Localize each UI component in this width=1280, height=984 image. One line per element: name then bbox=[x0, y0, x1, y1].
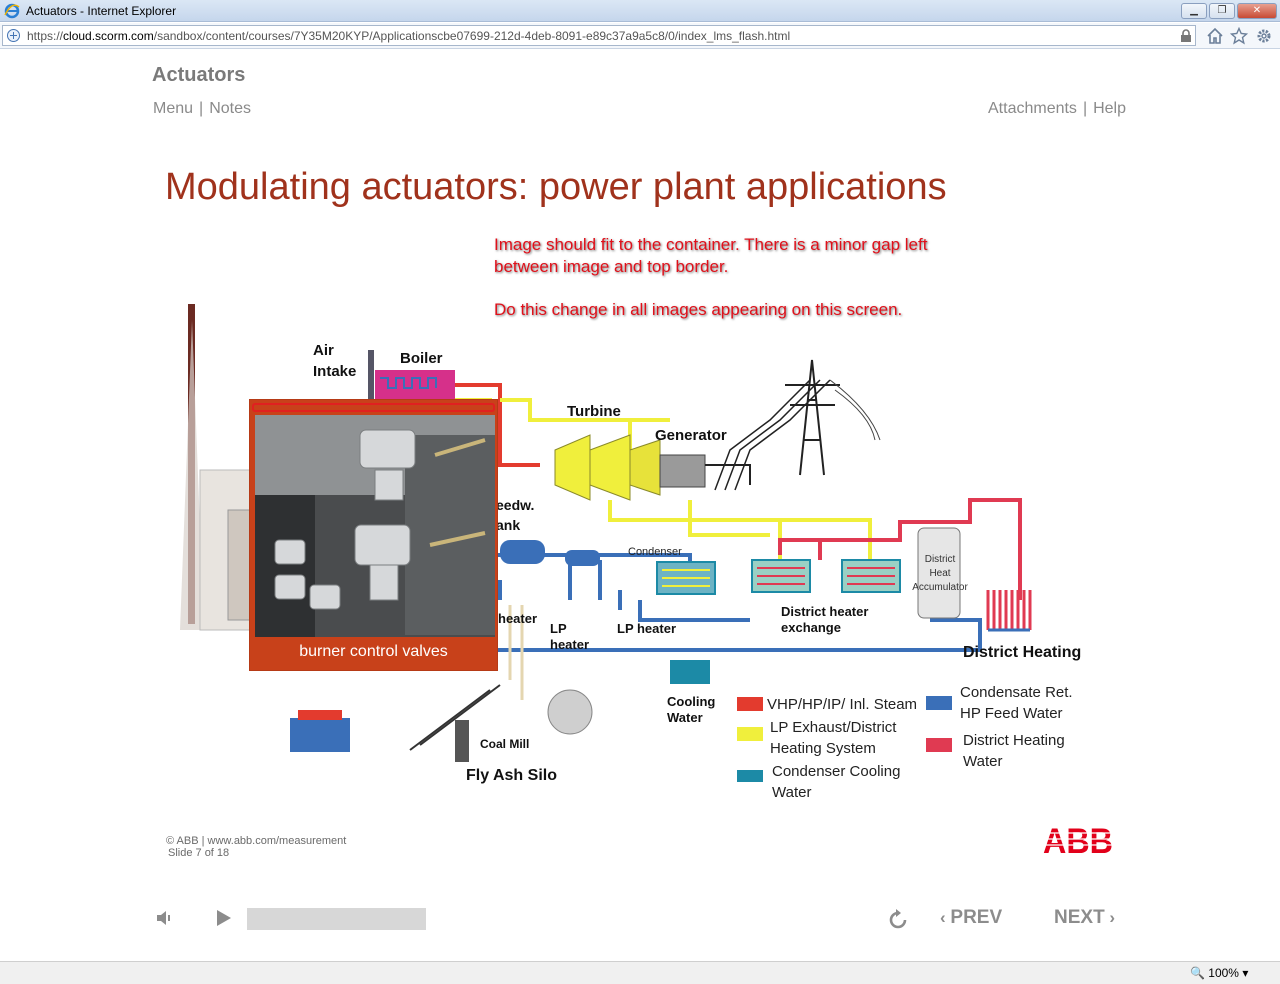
settings-gear-icon[interactable] bbox=[1255, 27, 1273, 45]
label-feedw-tank: eedw. bbox=[496, 497, 534, 513]
legend-label-cooling: Water bbox=[772, 784, 811, 800]
prev-button[interactable]: ‹ PREV bbox=[940, 907, 1003, 928]
label-feedw-tank: ank bbox=[496, 517, 520, 533]
label-cooling-water: Water bbox=[667, 710, 703, 725]
label-coal-mill: Coal Mill bbox=[480, 737, 529, 751]
legend-label-condensate: Condensate Ret. bbox=[960, 684, 1073, 701]
legend-label-condensate: HP Feed Water bbox=[960, 705, 1063, 722]
fly-ash-silo-shape bbox=[455, 720, 469, 762]
next-button[interactable]: NEXT › bbox=[1054, 907, 1116, 928]
feed-water-line bbox=[490, 553, 750, 622]
top-nav-left: Menu | Notes bbox=[153, 100, 251, 118]
slide-title: Modulating actuators: power plant applic… bbox=[165, 166, 947, 208]
label-air-intake: Air bbox=[313, 342, 334, 359]
legend-label-lp-exhaust: LP Exhaust/District bbox=[770, 719, 897, 736]
review-note: Image should fit to the container. There… bbox=[494, 234, 934, 342]
conveyor bbox=[409, 684, 501, 751]
label-lp-heater-2: LP heater bbox=[617, 621, 676, 636]
url-field[interactable]: https://cloud.scorm.com/sandbox/content/… bbox=[2, 25, 1196, 46]
lock-icon[interactable] bbox=[1179, 29, 1193, 43]
district-heat-accumulator bbox=[917, 527, 961, 619]
menu-link[interactable]: Menu bbox=[153, 100, 194, 117]
attachments-link[interactable]: Attachments bbox=[988, 100, 1077, 117]
label-fly-ash-silo: Fly Ash Silo bbox=[466, 767, 557, 784]
legend-swatch-steam bbox=[737, 697, 763, 711]
minimize-button[interactable]: ▁ bbox=[1181, 3, 1207, 19]
copyright-text: © ABB | www.abb.com/measurement bbox=[166, 835, 347, 847]
gap-highlight-box bbox=[252, 403, 495, 412]
favorites-star-icon[interactable] bbox=[1230, 27, 1248, 45]
label-generator: Generator bbox=[655, 427, 727, 444]
label-district-heater-exchange: District heater bbox=[781, 604, 868, 619]
label-district-heat-accumulator: Accumulator bbox=[912, 582, 968, 593]
review-note-line: Do this change in all images appearing o… bbox=[494, 300, 903, 319]
legend-label-lp-exhaust: Heating System bbox=[770, 740, 876, 757]
notes-link[interactable]: Notes bbox=[209, 100, 251, 117]
label-heater: heater bbox=[498, 611, 537, 626]
feedwater-tank bbox=[500, 540, 545, 564]
power-plant-diagram: Air Intake Boiler Turbine Generator eedw… bbox=[180, 304, 1081, 800]
burner-valves-photo bbox=[255, 415, 495, 637]
replay-icon[interactable] bbox=[886, 908, 910, 932]
label-district-heating: District Heating bbox=[963, 644, 1081, 661]
help-link[interactable]: Help bbox=[1093, 100, 1126, 117]
legend: VHP/HP/IP/ Inl. Steam LP Exhaust/Distric… bbox=[737, 684, 1073, 800]
home-icon[interactable] bbox=[1206, 27, 1224, 45]
slide-counter: Slide 7 of 18 bbox=[168, 847, 230, 859]
label-boiler: Boiler bbox=[400, 350, 443, 367]
legend-swatch-lp-exhaust bbox=[737, 727, 763, 741]
chimney-flare bbox=[180, 320, 204, 630]
legend-swatch-condensate bbox=[926, 696, 952, 710]
abb-logo: ABB bbox=[1043, 823, 1115, 855]
player-controls: ‹ PREV NEXT › bbox=[0, 895, 1280, 945]
url-text: https://cloud.scorm.com/sandbox/content/… bbox=[27, 29, 791, 43]
label-turbine: Turbine bbox=[567, 403, 621, 420]
callout-caption: burner control valves bbox=[299, 643, 448, 660]
steam-line-red bbox=[455, 383, 540, 467]
coal-wagon bbox=[290, 718, 350, 752]
label-lp-heater-1: heater bbox=[550, 637, 589, 652]
status-bar: 🔍 100% ▾ bbox=[0, 961, 1280, 984]
district-heating-loop bbox=[778, 498, 1022, 600]
label-condenser: Condenser bbox=[628, 546, 682, 558]
top-nav-right: Attachments | Help bbox=[988, 100, 1126, 118]
volume-icon[interactable] bbox=[154, 907, 176, 929]
close-button[interactable]: ✕ bbox=[1237, 3, 1277, 19]
page-icon bbox=[7, 29, 20, 42]
nav-separator: | bbox=[1082, 100, 1088, 117]
zoom-control[interactable]: 🔍 100% ▾ bbox=[1190, 966, 1249, 980]
legend-label-district: Water bbox=[963, 753, 1002, 770]
label-district-heater-exchange: exchange bbox=[781, 620, 841, 635]
chevron-left-icon: ‹ bbox=[940, 908, 951, 927]
turbine-shape bbox=[554, 434, 591, 501]
pylon bbox=[785, 359, 840, 476]
label-district-heat-accumulator: District bbox=[925, 554, 956, 565]
generator-shape bbox=[659, 454, 706, 488]
progress-bar[interactable] bbox=[247, 908, 426, 930]
internet-explorer-icon bbox=[4, 3, 20, 19]
legend-swatch-district bbox=[926, 738, 952, 752]
restore-button[interactable]: ❐ bbox=[1209, 3, 1235, 19]
review-note-line: Image should fit to the container. There… bbox=[494, 235, 928, 276]
label-district-heat-accumulator: Heat bbox=[929, 568, 950, 579]
label-air-intake: Intake bbox=[313, 363, 356, 380]
district-heating-radiator bbox=[986, 590, 1032, 632]
course-title: Actuators bbox=[152, 64, 246, 86]
label-lp-heater-1: LP bbox=[550, 621, 567, 636]
burner-control-valves-callout[interactable]: burner control valves bbox=[249, 399, 498, 671]
legend-label-district: District Heating bbox=[963, 732, 1065, 749]
play-icon[interactable] bbox=[214, 908, 234, 928]
chevron-right-icon: › bbox=[1104, 908, 1116, 927]
nav-separator: | bbox=[199, 100, 204, 117]
address-bar: https://cloud.scorm.com/sandbox/content/… bbox=[0, 23, 1280, 49]
legend-label-steam: VHP/HP/IP/ Inl. Steam bbox=[767, 696, 917, 713]
slide-footer: © ABB | www.abb.com/measurement Slide 7 … bbox=[166, 835, 346, 859]
window-titlebar: Actuators - Internet Explorer ▁ ❐ ✕ bbox=[0, 0, 1280, 22]
window-title: Actuators - Internet Explorer bbox=[26, 4, 177, 18]
coal-mill-shape bbox=[547, 689, 593, 735]
label-cooling-water: Cooling bbox=[667, 694, 715, 709]
legend-label-cooling: Condenser Cooling bbox=[772, 763, 900, 780]
legend-swatch-cooling bbox=[737, 770, 763, 782]
